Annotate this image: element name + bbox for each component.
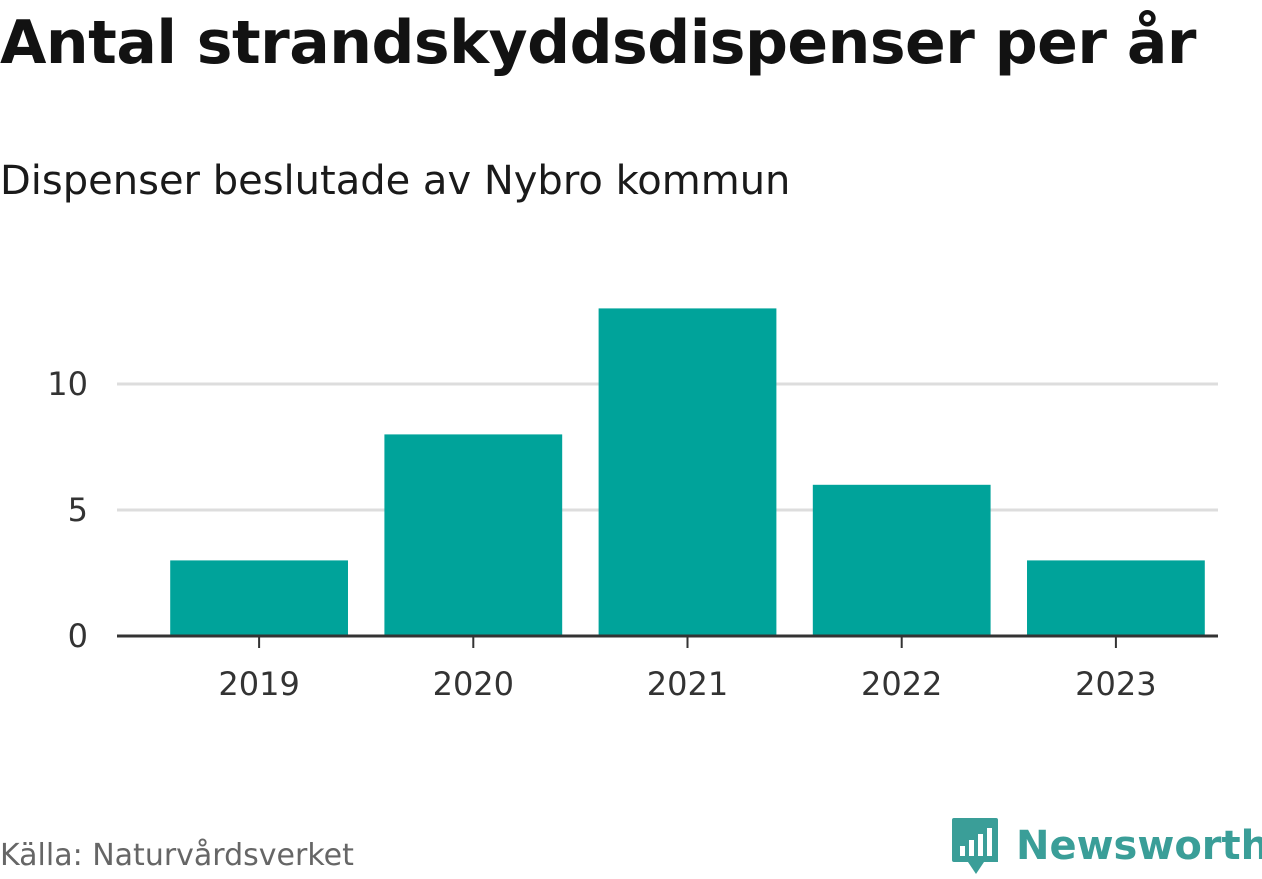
newsworthy-logo-icon (952, 818, 998, 874)
brand-name: Newsworthy (1016, 823, 1262, 869)
chart-subtitle: Dispenser beslutade av Nybro kommun (0, 158, 791, 204)
bar-2020 (384, 434, 563, 636)
bar-2021 (598, 308, 777, 636)
chart-title: Antal strandskyddsdispenser per år (0, 8, 1196, 78)
bars (170, 308, 1205, 636)
x-tick-label: 2021 (647, 665, 728, 703)
y-tick-label: 10 (47, 365, 88, 403)
brand-logo: Newsworthy (950, 816, 1262, 876)
x-axis: 2019 2020 2021 2022 2023 (117, 634, 1218, 703)
x-tick-label: 2022 (861, 665, 942, 703)
x-tick-label: 2023 (1075, 665, 1156, 703)
bar-2023 (1027, 560, 1205, 636)
y-tick-label: 5 (68, 491, 88, 529)
source-note: Källa: Naturvårdsverket (0, 838, 354, 873)
bar-2019 (170, 560, 348, 636)
x-tick-label: 2019 (218, 665, 299, 703)
y-axis-ticks: 0 5 10 (47, 365, 88, 655)
bar-2022 (812, 484, 991, 636)
y-tick-label: 0 (68, 617, 88, 655)
x-tick-label: 2020 (433, 665, 514, 703)
